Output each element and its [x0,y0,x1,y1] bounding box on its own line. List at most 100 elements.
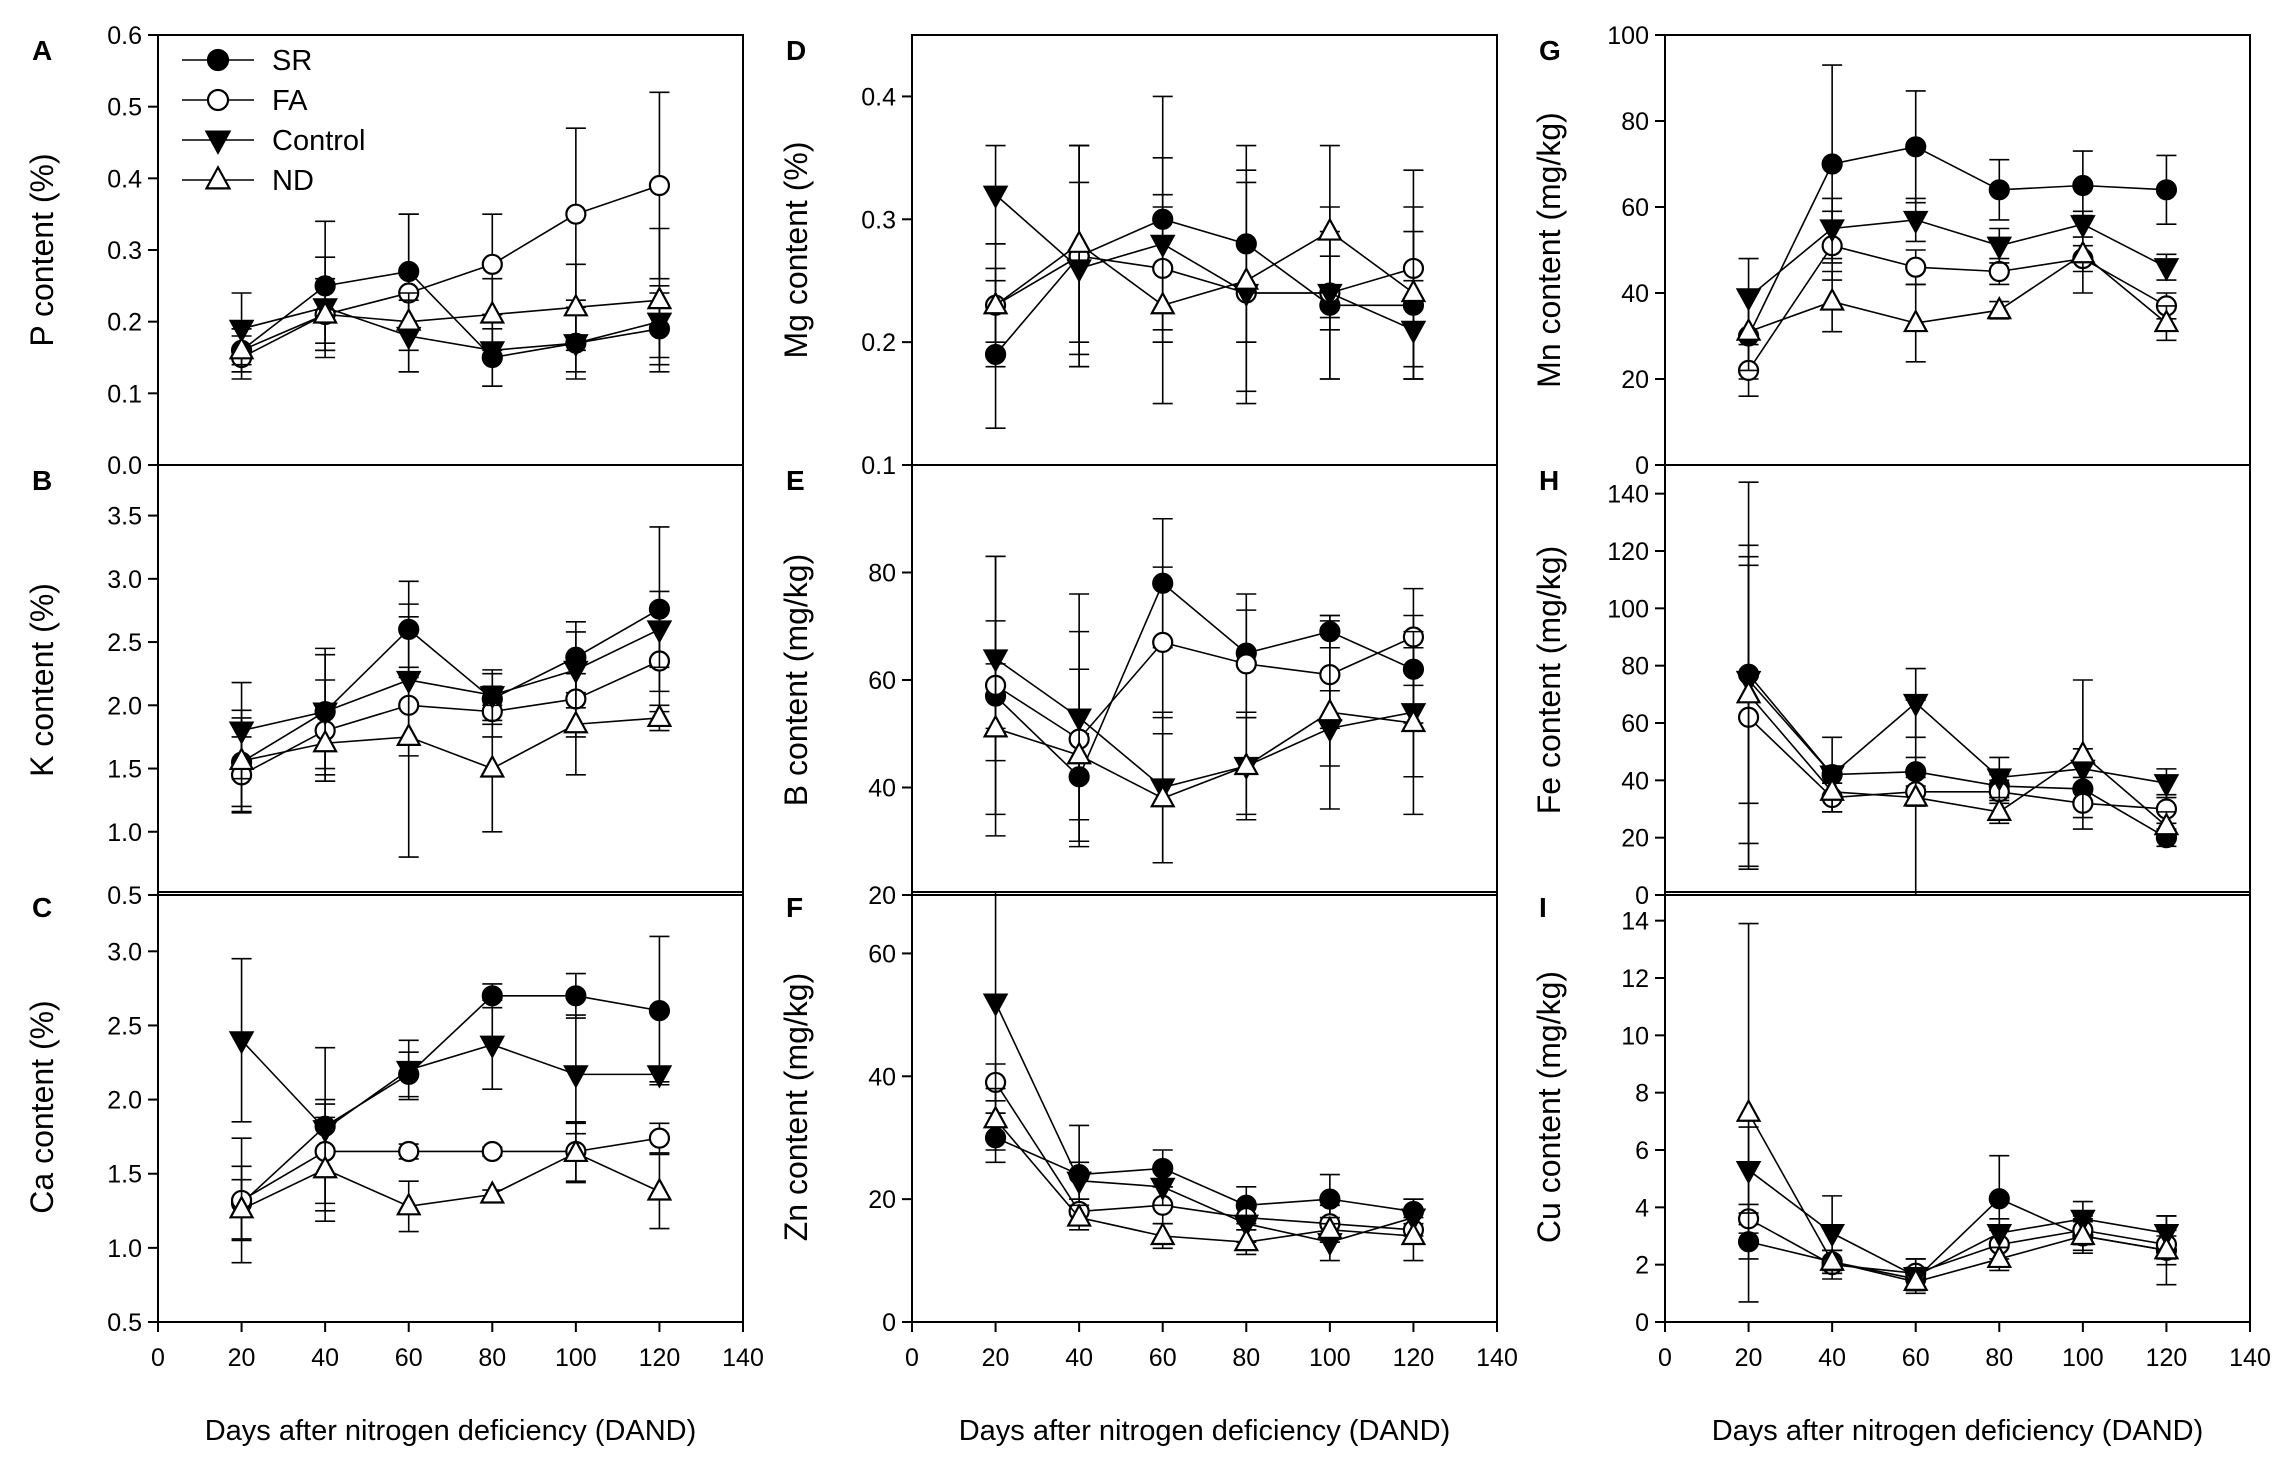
data-point [1988,179,2010,201]
y-axis-title: B content (mg/kg) [778,554,814,807]
series-line [994,218,1414,355]
data-point [395,722,422,746]
x-tick-label: 60 [395,1344,423,1372]
x-axis-title: Days after nitrogen deficiency (DAND) [205,1415,697,1447]
data-point [1986,797,2013,821]
x-axis-title: Days after nitrogen deficiency (DAND) [1712,1415,2204,1447]
x-tick-label: 0 [151,1344,165,1372]
data-point [563,1138,589,1163]
y-tick-label: 1.5 [107,1161,142,1189]
series-control [982,891,1427,1262]
data-point [1149,1177,1176,1202]
panel-frame [157,464,744,896]
data-point [1819,777,1845,801]
series-line [241,184,660,359]
data-point [479,300,506,324]
panel-letter: G [1539,35,1561,66]
x-tick-label: 80 [1985,1344,2013,1372]
series-line [995,711,1414,800]
series-line [241,717,660,770]
y-tick-label: 60 [868,940,896,968]
data-point [312,300,338,324]
x-tick-label: 100 [1309,1344,1351,1372]
panel-frame [911,891,1498,1323]
y-tick-label: 14 [1621,908,1649,936]
series-nd [1735,214,2180,372]
data-point [563,710,589,734]
x-tick-label: 120 [2146,1344,2188,1372]
data-point [2153,811,2180,836]
data-point [2070,740,2096,764]
data-point [1986,295,2013,320]
panel-letter: B [32,465,52,496]
legend-item-nd: ND [182,165,314,197]
data-point [2070,1209,2096,1234]
x-tick-label: 40 [1818,1344,1846,1372]
y-tick-label: 0 [1635,882,1649,910]
x-tick-label: 20 [1735,1344,1763,1372]
series-control [228,590,673,780]
panel-letter: D [786,35,806,66]
panel-G: G 0 20 40 60 80 100 Mn content (mg/kg) [1531,22,2251,480]
x-tick-label: 140 [1476,1344,1518,1372]
series-sr [1737,481,2178,868]
series-line [995,581,1414,779]
data-point [563,1065,589,1089]
series-fa [230,1098,671,1264]
y-tick-label: 20 [868,882,896,910]
series-control [1735,197,2180,337]
data-point [312,728,338,753]
panel-frame [911,34,1498,466]
series-line [1747,1112,2167,1283]
series-line [241,270,660,359]
data-point [565,985,587,1007]
y-tick-label: 1.5 [107,756,142,784]
data-point [1988,260,2010,283]
data-point [1986,1224,2013,1248]
series-line [995,1136,1414,1213]
data-point [1400,708,1427,733]
legend: SR FA Control ND [182,45,366,197]
data-point [228,336,255,360]
panel-frame [157,891,744,1323]
data-point [1986,768,2013,792]
panel-letter: A [32,35,52,66]
x-tick-label: 140 [2229,1344,2271,1372]
data-point [1233,266,1260,290]
data-point [228,1195,255,1219]
series-control [228,957,673,1212]
data-point [648,1000,671,1022]
data-point [1152,631,1174,653]
series-line [241,660,660,776]
data-point [646,285,673,310]
series-line [241,1137,660,1202]
data-point [1235,653,1257,675]
y-tick-label: 1.0 [107,1235,142,1263]
data-point [1986,236,2013,260]
x-tick-label: 140 [722,1344,764,1372]
legend-marker [204,130,232,155]
data-point [1149,783,1176,808]
series-control [1735,555,2180,813]
y-tick-label: 0.5 [107,1309,142,1337]
panel-A: A 0.0 0.1 0.2 0.3 0.4 0.5 0.6 P content (%) SR FA C… [24,22,744,480]
data-point [1317,217,1343,241]
data-point [2153,308,2180,333]
data-point [1988,1188,2010,1210]
data-point [1986,1244,2013,1269]
legend-label: Control [272,125,366,157]
y-axis-title: Mg content (%) [778,142,814,359]
data-point [228,746,255,771]
data-point [1905,256,1927,278]
series-line [1747,673,2167,839]
data-point [481,253,503,275]
series-line [995,657,1414,789]
series-sr [230,213,671,387]
data-point [1317,697,1343,722]
data-point [479,686,506,710]
legend-label: FA [272,85,308,117]
series-line [1748,1169,2167,1278]
data-point [982,185,1009,209]
series-fa [984,555,1425,848]
